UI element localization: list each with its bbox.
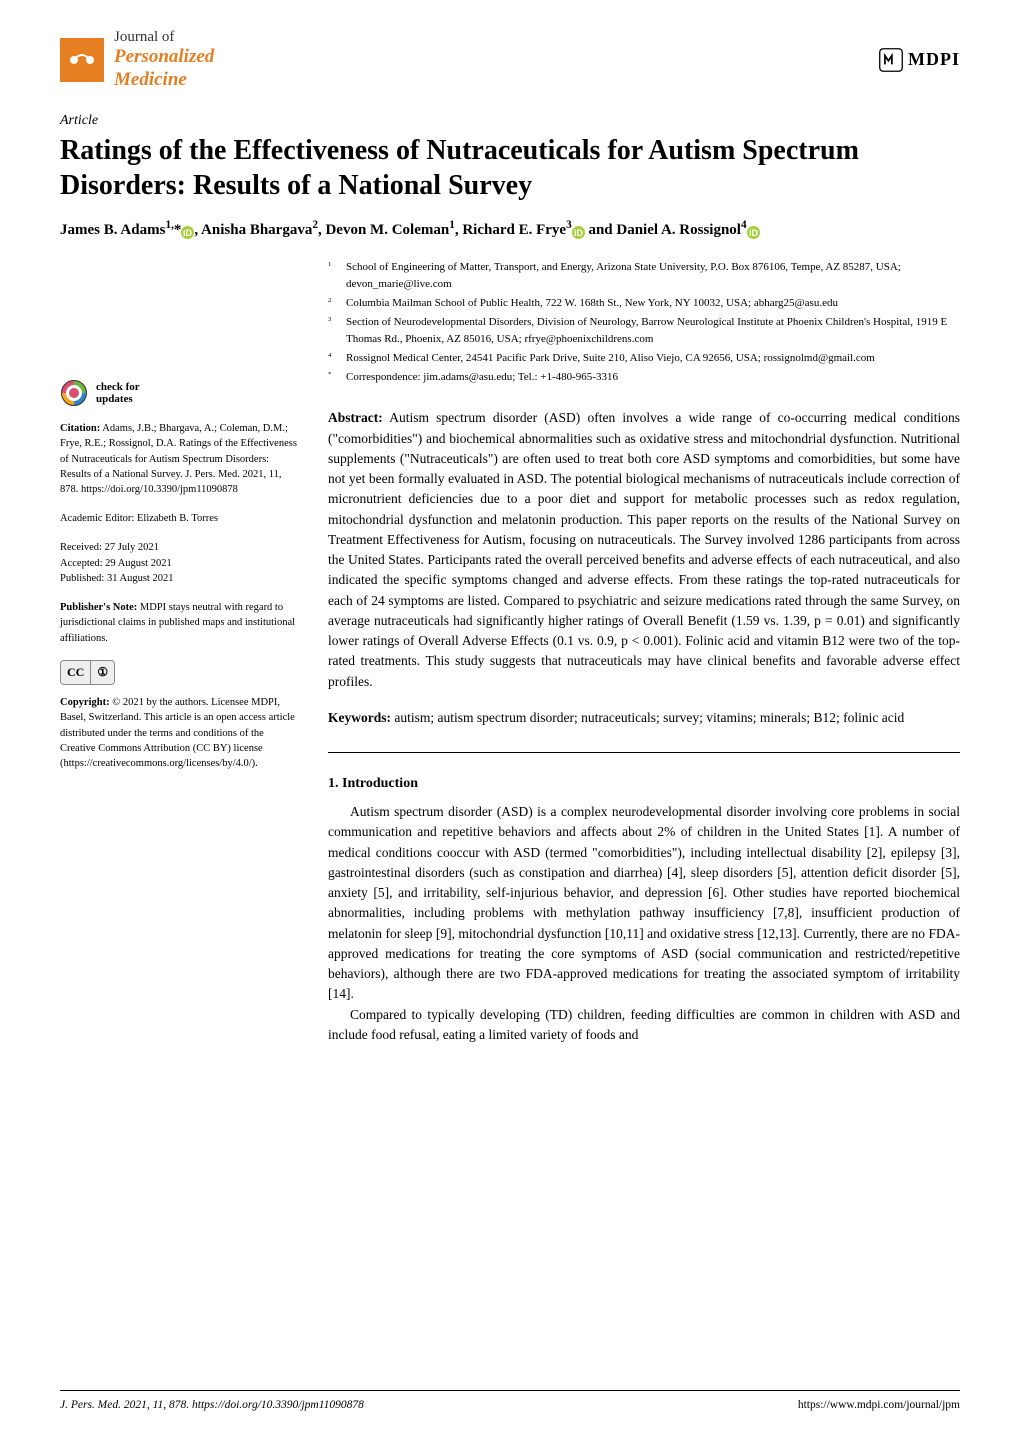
abstract: Abstract: Autism spectrum disorder (ASD)… <box>328 408 960 692</box>
attribution-icon: ① <box>90 661 114 684</box>
affiliation-text: Section of Neurodevelopmental Disorders,… <box>346 314 960 348</box>
check-updates-icon <box>60 379 88 407</box>
received-date: Received: 27 July 2021 <box>60 540 300 555</box>
author: , Anisha Bhargava <box>194 222 312 238</box>
check-updates-badge[interactable]: check forupdates <box>60 379 300 407</box>
abstract-label: Abstract: <box>328 410 383 425</box>
pubnote-label: Publisher's Note: <box>60 602 137 613</box>
divider <box>328 752 960 753</box>
authors-line: James B. Adams1,*iD, Anisha Bhargava2, D… <box>0 217 1020 260</box>
check-updates-text: check forupdates <box>96 381 140 405</box>
footer-right: https://www.mdpi.com/journal/jpm <box>798 1397 960 1414</box>
header: Journal of PersonalizedMedicine MDPI <box>0 0 1020 102</box>
journal-icon <box>60 38 104 82</box>
cc-license-badge: CC ① <box>60 660 115 685</box>
body-text: Autism spectrum disorder (ASD) is a comp… <box>328 802 960 1045</box>
section-heading: 1. Introduction <box>328 773 960 794</box>
copyright-block: Copyright: © 2021 by the authors. Licens… <box>60 695 300 771</box>
affiliation-row: *Correspondence: jim.adams@asu.edu; Tel.… <box>328 369 960 386</box>
author: and Daniel A. Rossignol <box>585 222 741 238</box>
footer: J. Pers. Med. 2021, 11, 878. https://doi… <box>60 1390 960 1414</box>
affiliation-text: Columbia Mailman School of Public Health… <box>346 295 960 312</box>
affiliation-row: 1School of Engineering of Matter, Transp… <box>328 259 960 293</box>
editor-label: Academic Editor: <box>60 513 134 524</box>
affiliation-text: Correspondence: jim.adams@asu.edu; Tel.:… <box>346 369 960 386</box>
orcid-icon: iD <box>181 224 194 237</box>
affiliation-number: 3 <box>328 314 346 348</box>
affiliation-text: Rossignol Medical Center, 24541 Pacific … <box>346 350 960 367</box>
published-date: Published: 31 August 2021 <box>60 571 300 586</box>
keywords: Keywords: autism; autism spectrum disord… <box>328 708 960 728</box>
affiliation-number: * <box>328 369 346 386</box>
affiliations: 1School of Engineering of Matter, Transp… <box>328 259 960 386</box>
abstract-text: Autism spectrum disorder (ASD) often inv… <box>328 410 960 688</box>
article-title: Ratings of the Effectiveness of Nutraceu… <box>0 133 1020 217</box>
citation-label: Citation: <box>60 423 100 434</box>
svg-text:iD: iD <box>574 228 584 238</box>
citation-block: Citation: Adams, J.B.; Bhargava, A.; Col… <box>60 421 300 497</box>
affiliation-number: 1 <box>328 259 346 293</box>
affiliation-number: 4 <box>328 350 346 367</box>
intro-p1: Autism spectrum disorder (ASD) is a comp… <box>328 802 960 1005</box>
affiliation-number: 2 <box>328 295 346 312</box>
journal-top-line: Journal of <box>114 29 174 45</box>
journal-badge: Journal of PersonalizedMedicine <box>60 28 214 92</box>
affiliation-row: 2Columbia Mailman School of Public Healt… <box>328 295 960 312</box>
keywords-text: autism; autism spectrum disorder; nutrac… <box>391 710 904 725</box>
keywords-label: Keywords: <box>328 710 391 725</box>
footer-left: J. Pers. Med. 2021, 11, 878. https://doi… <box>60 1397 364 1414</box>
affiliation-row: 3Section of Neurodevelopmental Disorders… <box>328 314 960 348</box>
orcid-icon: iD <box>747 224 760 237</box>
publisher-note-block: Publisher's Note: MDPI stays neutral wit… <box>60 600 300 646</box>
article-type: Article <box>0 102 1020 133</box>
svg-text:iD: iD <box>183 228 193 238</box>
affiliation-text: School of Engineering of Matter, Transpo… <box>346 259 960 293</box>
sidebar: check forupdates Citation: Adams, J.B.; … <box>60 259 300 1045</box>
copyright-label: Copyright: <box>60 697 110 708</box>
publisher-text: MDPI <box>908 46 960 73</box>
editor-name: Elizabeth B. Torres <box>134 513 218 524</box>
publisher-logo: MDPI <box>878 46 960 73</box>
author: , Devon M. Coleman <box>318 222 449 238</box>
dates-block: Received: 27 July 2021 Accepted: 29 Augu… <box>60 540 300 586</box>
orcid-icon: iD <box>572 224 585 237</box>
journal-main-name: PersonalizedMedicine <box>114 46 214 92</box>
author: , Richard E. Frye <box>455 222 566 238</box>
journal-name: Journal of PersonalizedMedicine <box>114 28 214 92</box>
intro-p2: Compared to typically developing (TD) ch… <box>328 1005 960 1046</box>
affiliation-row: 4Rossignol Medical Center, 24541 Pacific… <box>328 350 960 367</box>
main-column: 1School of Engineering of Matter, Transp… <box>328 259 960 1045</box>
author: James B. Adams <box>60 222 165 238</box>
editor-block: Academic Editor: Elizabeth B. Torres <box>60 511 300 526</box>
svg-text:iD: iD <box>749 228 759 238</box>
accepted-date: Accepted: 29 August 2021 <box>60 556 300 571</box>
